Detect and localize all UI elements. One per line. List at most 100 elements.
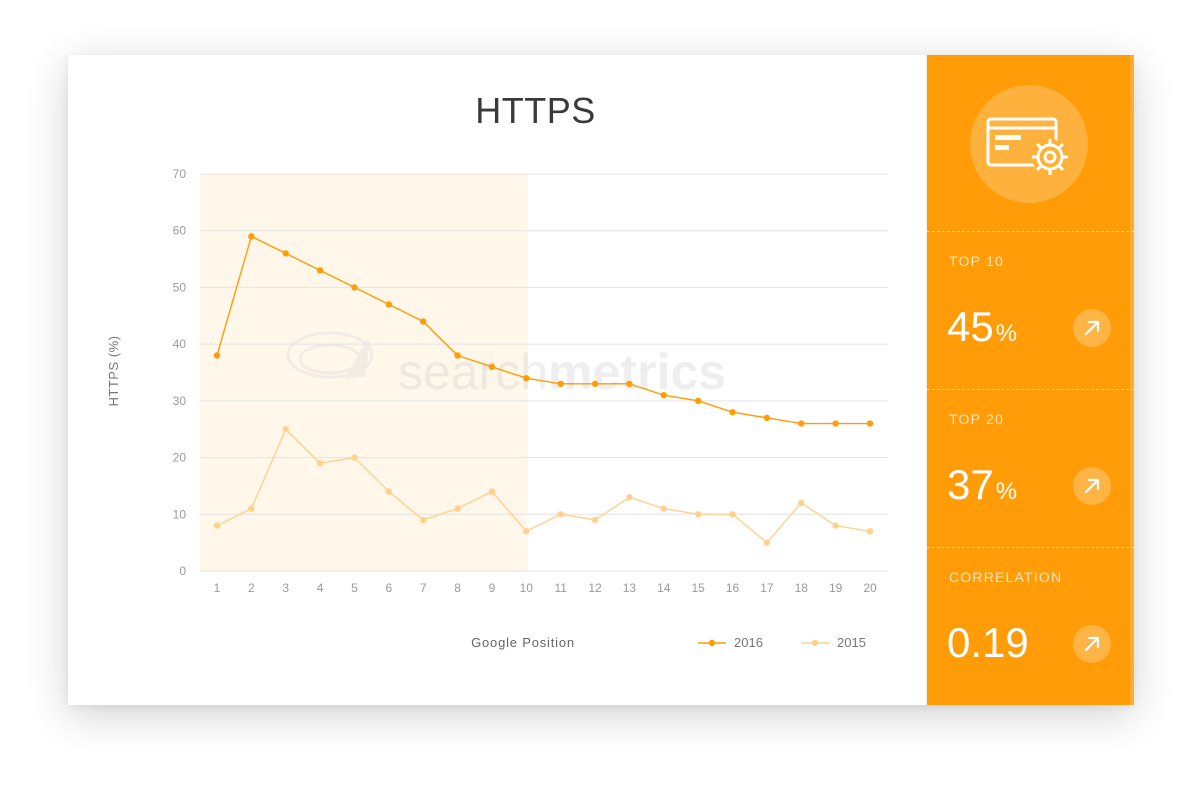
data-point[interactable] xyxy=(694,397,702,405)
x-tick-label: 7 xyxy=(420,581,427,595)
data-point[interactable] xyxy=(557,380,564,388)
data-point[interactable] xyxy=(316,460,324,467)
watermark-bold: metrics xyxy=(548,344,726,400)
legend-label: 2015 xyxy=(837,635,866,650)
y-tick-label: 0 xyxy=(179,564,186,578)
data-point[interactable] xyxy=(385,488,393,495)
y-tick-label: 60 xyxy=(173,224,187,238)
legend-item-2016[interactable]: 2016 xyxy=(698,635,763,650)
data-point[interactable] xyxy=(213,522,221,529)
data-point[interactable] xyxy=(454,352,461,359)
x-tick-label: 15 xyxy=(691,581,705,595)
data-point[interactable] xyxy=(763,539,771,546)
arrow-up-right-icon xyxy=(1084,636,1100,652)
data-point[interactable] xyxy=(866,420,874,427)
chart-title: HTTPS xyxy=(475,90,596,131)
x-tick-label: 19 xyxy=(829,581,843,595)
data-point[interactable] xyxy=(557,511,564,518)
gridlines xyxy=(200,173,888,572)
data-point[interactable] xyxy=(729,511,736,518)
stat-number: 45 xyxy=(947,303,994,350)
x-tick-label: 8 xyxy=(454,581,461,595)
top-10-highlight-band xyxy=(200,174,528,571)
x-tick-label: 1 xyxy=(214,581,221,595)
data-point[interactable] xyxy=(282,426,289,433)
x-tick-label: 5 xyxy=(351,581,358,595)
stat-unit: % xyxy=(995,478,1018,505)
y-tick-label: 50 xyxy=(173,280,187,294)
data-point[interactable] xyxy=(523,374,530,382)
data-point[interactable] xyxy=(488,363,496,371)
data-point[interactable] xyxy=(420,516,427,524)
stat-unit: % xyxy=(995,320,1018,347)
stat-label: TOP 20 xyxy=(949,411,1004,427)
data-point[interactable] xyxy=(420,318,427,325)
data-point[interactable] xyxy=(660,391,667,399)
y-axis-ticks: 0 10 20 30 40 50 60 70 xyxy=(173,167,187,578)
trend-button[interactable] xyxy=(1073,625,1111,663)
data-point[interactable] xyxy=(248,233,255,240)
series-2015 xyxy=(213,426,874,546)
y-tick-label: 30 xyxy=(173,394,187,408)
stat-label: CORRELATION xyxy=(949,569,1063,585)
data-point[interactable] xyxy=(454,505,461,512)
legend-marker xyxy=(811,639,819,647)
arrow-up-right-icon xyxy=(1084,478,1100,494)
stat-number: 0.19 xyxy=(947,619,1029,666)
searchmetrics-watermark: searchmetrics xyxy=(286,331,726,400)
series-layer xyxy=(213,233,874,546)
x-tick-label: 20 xyxy=(863,581,877,595)
data-point[interactable] xyxy=(351,454,358,461)
data-point[interactable] xyxy=(832,522,839,529)
data-point[interactable] xyxy=(351,284,358,291)
data-point[interactable] xyxy=(385,301,393,308)
stat-top-20: TOP 20 37% xyxy=(927,389,1134,548)
y-tick-label: 10 xyxy=(173,507,187,521)
trend-button[interactable] xyxy=(1073,467,1111,505)
y-tick-label: 40 xyxy=(173,337,187,351)
stat-value: 0.19 xyxy=(947,618,1031,675)
data-point[interactable] xyxy=(316,267,324,274)
y-tick-label: 20 xyxy=(173,451,187,465)
x-tick-label: 10 xyxy=(520,581,534,595)
x-tick-label: 9 xyxy=(489,581,496,595)
stat-correlation: CORRELATION 0.19 xyxy=(927,547,1134,706)
x-tick-label: 3 xyxy=(282,581,289,595)
x-tick-label: 17 xyxy=(760,581,774,595)
data-point[interactable] xyxy=(626,380,633,388)
y-tick-label: 70 xyxy=(173,167,187,181)
x-tick-label: 13 xyxy=(623,581,637,595)
data-point[interactable] xyxy=(763,414,771,422)
chart-legend: 2016 2015 xyxy=(698,635,866,650)
data-point[interactable] xyxy=(729,409,736,416)
data-point[interactable] xyxy=(694,511,702,518)
data-point[interactable] xyxy=(213,352,221,359)
series-2016 xyxy=(213,233,874,427)
data-point[interactable] xyxy=(626,494,633,501)
data-point[interactable] xyxy=(488,488,496,495)
x-axis-label: Google Position xyxy=(471,635,575,650)
data-point[interactable] xyxy=(591,380,599,388)
data-point[interactable] xyxy=(798,499,805,507)
data-point[interactable] xyxy=(591,516,599,524)
data-point[interactable] xyxy=(798,420,805,427)
data-point[interactable] xyxy=(248,505,255,512)
data-point[interactable] xyxy=(832,420,839,427)
svg-text:searchmetrics: searchmetrics xyxy=(398,344,726,400)
badge-circle xyxy=(970,85,1088,203)
data-point[interactable] xyxy=(660,505,667,512)
data-point[interactable] xyxy=(866,528,874,535)
legend-item-2015[interactable]: 2015 xyxy=(801,635,866,650)
data-point[interactable] xyxy=(523,528,530,535)
stat-value: 37% xyxy=(947,460,1017,517)
x-tick-label: 18 xyxy=(795,581,809,595)
trend-button[interactable] xyxy=(1073,309,1111,347)
x-tick-label: 4 xyxy=(317,581,324,595)
sidebar-edge xyxy=(1130,55,1134,705)
data-point[interactable] xyxy=(282,250,289,257)
x-tick-label: 6 xyxy=(385,581,392,595)
legend-label: 2016 xyxy=(734,635,763,650)
x-tick-label: 14 xyxy=(657,581,671,595)
